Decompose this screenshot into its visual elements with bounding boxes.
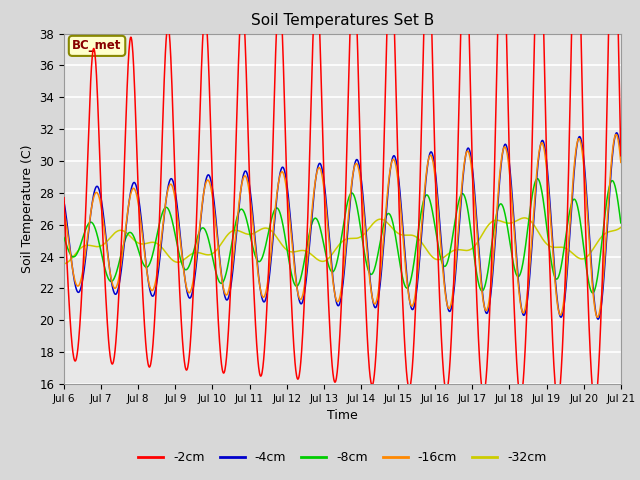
-8cm xyxy=(551,275,559,280)
-32cm xyxy=(520,215,528,221)
-16cm xyxy=(551,274,559,280)
-4cm xyxy=(246,187,254,193)
-32cm xyxy=(184,254,191,260)
-16cm xyxy=(502,144,509,150)
-2cm xyxy=(551,374,559,380)
-4cm xyxy=(184,292,191,298)
-8cm xyxy=(170,228,178,233)
-32cm xyxy=(170,258,178,264)
-2cm xyxy=(246,197,254,203)
-32cm xyxy=(60,261,68,267)
-8cm xyxy=(60,235,68,240)
-16cm xyxy=(429,158,436,164)
-16cm xyxy=(170,191,178,197)
-8cm xyxy=(429,210,436,216)
-4cm xyxy=(617,152,625,158)
Line: -16cm: -16cm xyxy=(64,134,621,317)
-16cm xyxy=(612,132,620,137)
Line: -2cm: -2cm xyxy=(64,0,621,403)
-8cm xyxy=(502,213,509,219)
-4cm xyxy=(170,183,178,189)
-4cm xyxy=(60,199,68,205)
-4cm xyxy=(594,316,602,322)
-2cm xyxy=(60,195,68,201)
Text: BC_met: BC_met xyxy=(72,39,122,52)
-8cm xyxy=(617,220,625,226)
Line: -4cm: -4cm xyxy=(64,133,621,319)
-4cm xyxy=(551,268,559,274)
-16cm xyxy=(594,314,602,320)
-16cm xyxy=(184,288,191,294)
-2cm xyxy=(170,154,178,159)
-16cm xyxy=(60,207,68,213)
-16cm xyxy=(246,195,254,201)
-4cm xyxy=(502,142,509,147)
-2cm xyxy=(591,400,598,406)
Line: -8cm: -8cm xyxy=(64,179,621,293)
-4cm xyxy=(429,152,436,158)
Y-axis label: Soil Temperature (C): Soil Temperature (C) xyxy=(20,144,34,273)
-8cm xyxy=(246,232,254,238)
-2cm xyxy=(429,66,436,72)
-32cm xyxy=(617,225,625,230)
-16cm xyxy=(617,159,625,165)
-2cm xyxy=(184,364,191,370)
Line: -32cm: -32cm xyxy=(64,218,621,264)
-8cm xyxy=(184,265,191,271)
-32cm xyxy=(551,244,559,250)
Title: Soil Temperatures Set B: Soil Temperatures Set B xyxy=(251,13,434,28)
-2cm xyxy=(617,153,625,158)
X-axis label: Time: Time xyxy=(327,409,358,422)
-32cm xyxy=(246,231,254,237)
-4cm xyxy=(612,130,620,136)
Legend: -2cm, -4cm, -8cm, -16cm, -32cm: -2cm, -4cm, -8cm, -16cm, -32cm xyxy=(133,446,552,469)
-32cm xyxy=(429,254,436,260)
-32cm xyxy=(502,220,509,226)
-8cm xyxy=(589,290,596,296)
-8cm xyxy=(533,176,541,181)
